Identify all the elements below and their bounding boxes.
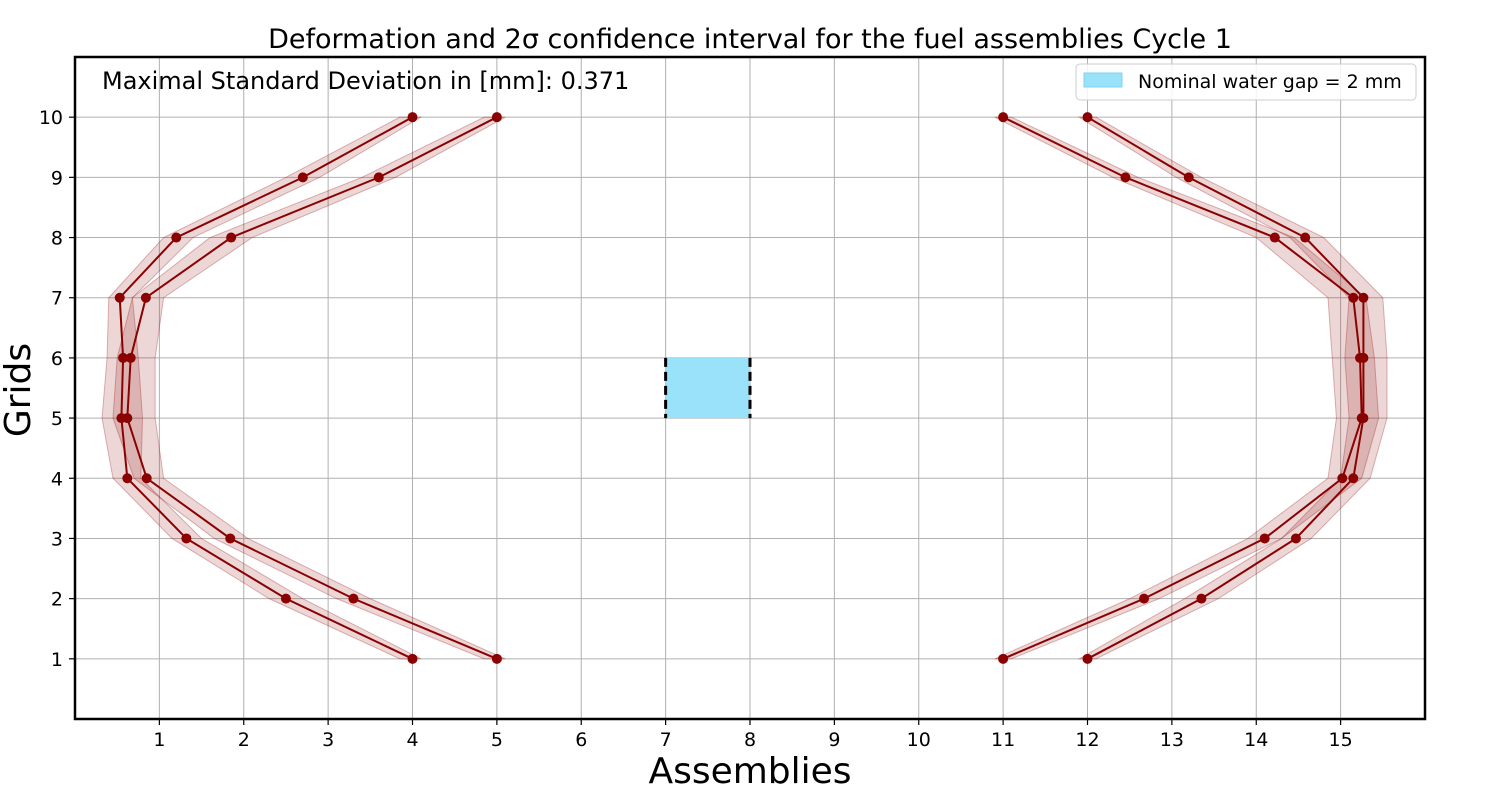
y-tick-label: 6	[51, 348, 63, 370]
data-point	[171, 232, 182, 243]
series-line-1	[118, 116, 413, 660]
data-point	[122, 473, 133, 484]
water-gap-layer	[664, 357, 752, 419]
data-point	[122, 413, 133, 424]
x-tick-label: 13	[1160, 729, 1184, 751]
data-point	[1082, 653, 1093, 664]
confidence-band-1	[101, 116, 423, 660]
data-point	[407, 112, 418, 123]
x-tick-label: 6	[575, 729, 587, 751]
data-point	[1196, 593, 1207, 604]
data-point	[225, 533, 236, 544]
data-point	[1337, 473, 1348, 484]
data-point	[491, 112, 502, 123]
y-tick-label: 3	[51, 528, 63, 550]
data-point	[1300, 232, 1311, 243]
x-tick-label: 11	[991, 729, 1015, 751]
data-point	[1183, 172, 1194, 183]
data-point	[1348, 292, 1359, 303]
data-point	[407, 653, 418, 664]
y-tick-label: 10	[39, 107, 63, 129]
legend-label: Nominal water gap = 2 mm	[1138, 71, 1402, 93]
chart-title: Deformation and 2σ confidence interval f…	[268, 24, 1232, 55]
data-point	[114, 292, 125, 303]
x-tick-label: 9	[828, 729, 840, 751]
data-point	[998, 653, 1009, 664]
legend-box	[1075, 63, 1417, 101]
series-line-3	[1002, 116, 1363, 660]
data-point	[1358, 352, 1369, 363]
data-point	[140, 292, 151, 303]
series-line-4	[1086, 116, 1365, 660]
y-tick-label: 8	[51, 228, 63, 250]
data-point	[280, 593, 291, 604]
water-gap-rect	[665, 357, 750, 419]
x-tick-label: 2	[238, 729, 250, 751]
x-tick-label: 5	[491, 729, 503, 751]
data-point	[998, 112, 1009, 123]
y-tick-label: 1	[51, 649, 63, 671]
data-point	[1358, 292, 1369, 303]
x-tick-label: 12	[1075, 729, 1099, 751]
data-point	[1139, 593, 1150, 604]
data-point	[348, 593, 359, 604]
legend-swatch	[1083, 72, 1123, 88]
data-point	[226, 232, 237, 243]
series-points	[114, 112, 1369, 664]
x-tick-label: 3	[322, 729, 334, 751]
data-point	[297, 172, 308, 183]
data-point	[1358, 413, 1369, 424]
data-point	[141, 473, 152, 484]
data-point	[181, 533, 192, 544]
data-point	[1120, 172, 1131, 183]
data-point	[1269, 232, 1280, 243]
x-tick-label: 4	[406, 729, 418, 751]
data-point	[1348, 473, 1359, 484]
x-tick-label: 8	[744, 729, 756, 751]
grid	[75, 57, 1425, 719]
y-tick-label: 5	[51, 408, 63, 430]
x-tick-label: 1	[153, 729, 165, 751]
x-tick-label: 15	[1329, 729, 1353, 751]
series-lines	[118, 116, 1365, 660]
y-tick-label: 7	[51, 288, 63, 310]
y-tick-label: 2	[51, 589, 63, 611]
data-point	[1290, 533, 1301, 544]
x-tick-label: 10	[907, 729, 931, 751]
legend: Nominal water gap = 2 mm	[1075, 63, 1417, 101]
max-std-annotation: Maximal Standard Deviation in [mm]: 0.37…	[102, 67, 629, 95]
y-tick-label: 4	[51, 468, 63, 490]
series-line-2	[126, 116, 498, 660]
data-point	[373, 172, 384, 183]
x-axis-label: Assemblies	[648, 751, 851, 792]
y-axis-label: Grids	[0, 343, 39, 437]
data-point	[1259, 533, 1270, 544]
data-point	[1082, 112, 1093, 123]
data-point	[125, 352, 136, 363]
data-point	[118, 352, 129, 363]
x-tick-label: 7	[660, 729, 672, 751]
data-point	[491, 653, 502, 664]
y-tick-label: 9	[51, 167, 63, 189]
x-tick-label: 14	[1244, 729, 1268, 751]
